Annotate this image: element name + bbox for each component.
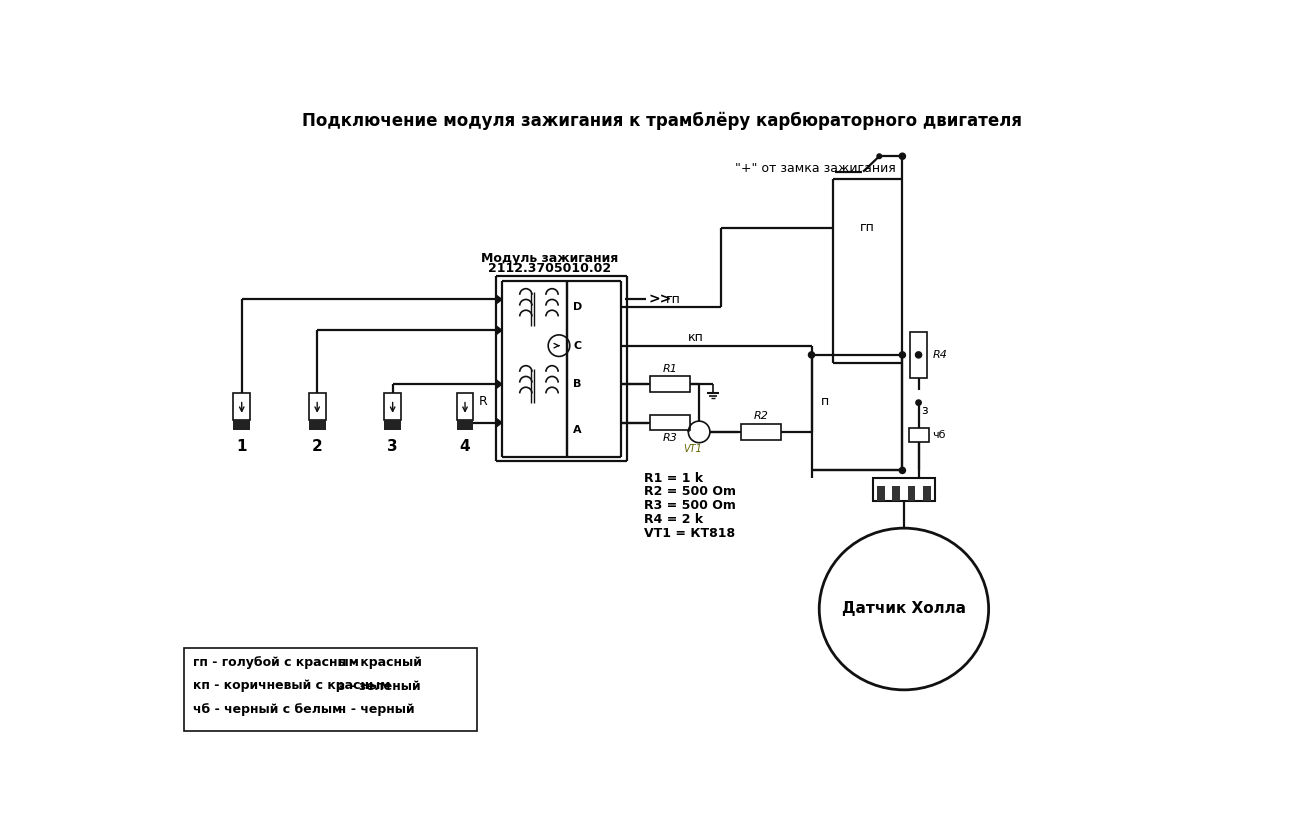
Text: B: B: [574, 379, 581, 389]
Text: з: з: [921, 404, 928, 417]
Circle shape: [877, 154, 881, 159]
Text: R: R: [479, 395, 487, 407]
Text: >>: >>: [649, 292, 672, 307]
Text: VT1: VT1: [683, 444, 703, 454]
Circle shape: [899, 467, 906, 474]
Bar: [456, 420, 473, 429]
Bar: [650, 415, 690, 430]
Bar: [873, 478, 934, 501]
Text: R1 = 1 k: R1 = 1 k: [643, 471, 703, 485]
Bar: [910, 332, 928, 378]
Circle shape: [899, 352, 906, 358]
Bar: [456, 393, 473, 420]
Circle shape: [916, 352, 921, 358]
Text: ч - черный: ч - черный: [339, 702, 415, 716]
Text: 4: 4: [460, 439, 470, 454]
Text: з - зеленый: з - зеленый: [339, 680, 421, 692]
Text: Подключение модуля зажигания к трамблёру карбюраторного двигателя: Подключение модуля зажигания к трамблёру…: [302, 112, 1022, 130]
Bar: [893, 486, 901, 501]
Text: гп: гп: [860, 222, 875, 234]
Bar: [234, 393, 251, 420]
Text: гп - голубой с красным: гп - голубой с красным: [194, 656, 359, 669]
Text: 1: 1: [236, 439, 247, 454]
Text: чб - черный с белым: чб - черный с белым: [194, 702, 342, 716]
Circle shape: [809, 352, 815, 358]
Text: кп - коричневый с красным: кп - коричневый с красным: [194, 680, 390, 692]
Text: R2: R2: [753, 412, 769, 422]
Text: "+" от замка зажигания: "+" от замка зажигания: [735, 162, 895, 175]
Bar: [183, 648, 477, 731]
Polygon shape: [496, 295, 503, 304]
Bar: [908, 486, 916, 501]
Text: 3: 3: [388, 439, 398, 454]
Text: VT1 = КТ818: VT1 = КТ818: [643, 527, 735, 540]
Text: R4: R4: [933, 350, 948, 360]
Polygon shape: [496, 418, 503, 428]
Text: R3 = 500 Om: R3 = 500 Om: [643, 499, 735, 512]
Text: Датчик Холла: Датчик Холла: [842, 601, 966, 617]
Bar: [309, 420, 326, 429]
Bar: [650, 376, 690, 391]
Text: п: п: [820, 395, 829, 407]
Bar: [908, 428, 929, 442]
Text: Модуль зажигания: Модуль зажигания: [481, 252, 619, 265]
Bar: [234, 420, 251, 429]
Bar: [740, 424, 780, 439]
Text: кп: кп: [689, 332, 704, 344]
Circle shape: [899, 153, 906, 160]
Polygon shape: [496, 380, 503, 389]
Bar: [384, 420, 401, 429]
Text: C: C: [574, 341, 581, 350]
Text: R3: R3: [663, 433, 677, 443]
Polygon shape: [496, 326, 503, 335]
Bar: [877, 486, 885, 501]
Text: п - красный: п - красный: [339, 656, 422, 669]
Text: чб: чб: [932, 430, 946, 440]
Text: 2: 2: [311, 439, 323, 454]
Circle shape: [916, 400, 921, 406]
Bar: [384, 393, 401, 420]
Bar: [309, 393, 326, 420]
Text: 2112.3705010.02: 2112.3705010.02: [488, 262, 611, 276]
Text: R4 = 2 k: R4 = 2 k: [643, 513, 703, 526]
Text: D: D: [572, 302, 583, 312]
Text: гп: гп: [665, 293, 681, 306]
Bar: [924, 486, 930, 501]
Text: R2 = 500 Om: R2 = 500 Om: [643, 486, 735, 498]
Text: R1: R1: [663, 364, 677, 374]
Text: A: A: [574, 425, 581, 435]
